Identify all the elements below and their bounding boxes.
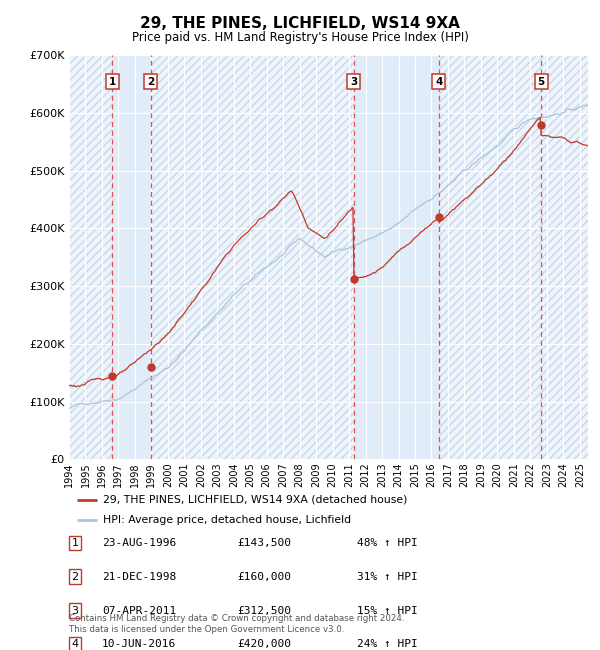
Bar (439, 55, 541, 460)
Text: 2: 2 (147, 77, 155, 86)
Text: 1: 1 (109, 77, 116, 86)
Text: 24% ↑ HPI: 24% ↑ HPI (357, 640, 418, 649)
Text: 21-DEC-1998: 21-DEC-1998 (102, 572, 176, 582)
Text: 23-AUG-1996: 23-AUG-1996 (102, 538, 176, 548)
Text: 10-JUN-2016: 10-JUN-2016 (102, 640, 176, 649)
Text: 29, THE PINES, LICHFIELD, WS14 9XA (detached house): 29, THE PINES, LICHFIELD, WS14 9XA (deta… (103, 495, 408, 504)
Text: Contains HM Land Registry data © Crown copyright and database right 2024.
This d: Contains HM Land Registry data © Crown c… (69, 614, 404, 634)
Bar (151, 55, 353, 460)
Text: 5: 5 (538, 77, 545, 86)
Bar (69, 55, 112, 460)
Text: 2: 2 (71, 572, 79, 582)
Text: 4: 4 (435, 77, 442, 86)
Text: 3: 3 (71, 606, 79, 616)
Text: 48% ↑ HPI: 48% ↑ HPI (357, 538, 418, 548)
Text: Price paid vs. HM Land Registry's House Price Index (HPI): Price paid vs. HM Land Registry's House … (131, 31, 469, 44)
Text: 15% ↑ HPI: 15% ↑ HPI (357, 606, 418, 616)
Text: £143,500: £143,500 (237, 538, 291, 548)
Text: £160,000: £160,000 (237, 572, 291, 582)
Text: 07-APR-2011: 07-APR-2011 (102, 606, 176, 616)
Text: 3: 3 (350, 77, 357, 86)
Bar (112, 55, 151, 460)
Text: 29, THE PINES, LICHFIELD, WS14 9XA: 29, THE PINES, LICHFIELD, WS14 9XA (140, 16, 460, 31)
Text: 31% ↑ HPI: 31% ↑ HPI (357, 572, 418, 582)
Text: 4: 4 (71, 640, 79, 649)
Text: £420,000: £420,000 (237, 640, 291, 649)
Text: 1: 1 (71, 538, 79, 548)
Text: HPI: Average price, detached house, Lichfield: HPI: Average price, detached house, Lich… (103, 515, 352, 525)
Bar (541, 55, 588, 460)
Text: £312,500: £312,500 (237, 606, 291, 616)
Bar (353, 55, 439, 460)
